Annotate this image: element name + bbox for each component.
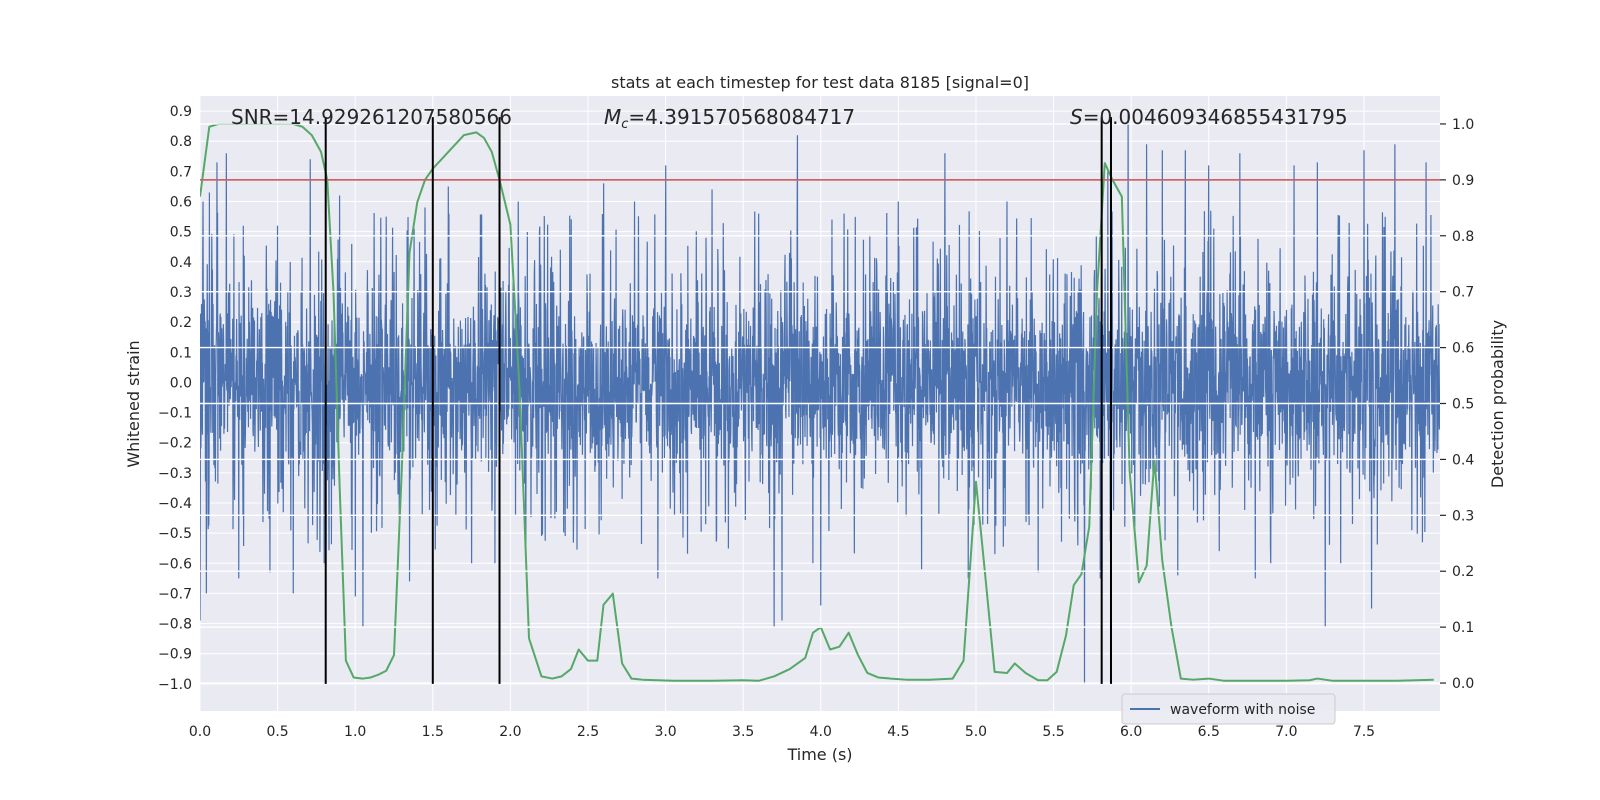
x-tick-label: 7.5 [1353, 724, 1375, 740]
x-axis-label: Time (s) [786, 745, 852, 764]
mc-annotation: Mc=4.391570568084717 [604, 105, 855, 132]
y-left-tick-label: 0.1 [170, 345, 192, 361]
s-value: =0.004609346855431795 [1083, 105, 1348, 129]
x-tick-label: 0.5 [266, 724, 288, 740]
y-right-tick-label: 0.2 [1452, 564, 1474, 580]
x-tick-label: 6.5 [1198, 724, 1220, 740]
waveform-line [200, 111, 1440, 684]
y-left-tick-label: 0.7 [170, 164, 192, 180]
x-tick-label: 1.0 [344, 724, 366, 740]
legend-box [1121, 693, 1336, 725]
y-right-tick-label: 0.1 [1452, 620, 1474, 636]
s-annotation: S=0.004609346855431795 [1070, 105, 1348, 129]
threshold-line-group [200, 123, 1440, 684]
y-right-tick-label: 0.8 [1452, 229, 1474, 245]
y-left-tick-label: 0.2 [170, 315, 192, 331]
chart-title: stats at each timestep for test data 818… [611, 73, 1029, 92]
waveform-series [200, 111, 1440, 684]
y-left-tick-label: −0.6 [158, 556, 192, 572]
probability-line [200, 122, 1434, 682]
x-tick-label: 5.5 [1042, 724, 1064, 740]
y-left-tick-label: −0.1 [158, 406, 192, 422]
y-left-tick-label: −0.3 [158, 466, 192, 482]
y-right-tick-label: 0.6 [1452, 341, 1474, 357]
vertical-lines [324, 117, 1112, 684]
mc-value: =4.391570568084717 [628, 105, 855, 129]
x-tick-label: 6.0 [1120, 724, 1142, 740]
x-tick-label: 0.0 [189, 724, 211, 740]
x-tick-label: 4.5 [887, 724, 909, 740]
x-tick-label: 3.0 [654, 724, 676, 740]
y-left-tick-label: −0.5 [158, 526, 192, 542]
y-right-tick-label: 0.0 [1452, 676, 1474, 692]
y-left-tick-label: 0.8 [170, 134, 192, 150]
y-left-tick-label: −0.9 [158, 647, 192, 663]
y-axis-label-left: Whitened strain [124, 340, 143, 467]
y-right-tick-label: 0.5 [1452, 397, 1474, 413]
y-right-tick-label: 0.3 [1452, 508, 1474, 524]
legend-label-waveform: waveform with noise [1170, 702, 1315, 718]
y-right-tick-label: 0.9 [1452, 173, 1474, 189]
y-right-tick-label: 0.7 [1452, 285, 1474, 301]
x-tick-label: 5.0 [965, 724, 987, 740]
mc-symbol: M [604, 105, 621, 129]
s-symbol: S [1070, 105, 1083, 129]
x-tick-label: 2.5 [577, 724, 599, 740]
y-right-tick-label: 1.0 [1452, 117, 1474, 133]
mc-subscript: c [621, 117, 628, 132]
snr-annotation: SNR=14.929261207580566 [231, 105, 512, 129]
y-left-tick-label: 0.9 [170, 104, 192, 120]
y-right-tick-label: 0.4 [1452, 452, 1474, 468]
y-left-tick-label: −0.7 [158, 586, 192, 602]
ticks: 0.0 0.5 1.0 1.5 2.0 2.5 3.0 3.5 4.0 4.5 5.0 5.5 6.0 6… [158, 104, 1474, 740]
x-tick-label: 7.0 [1275, 724, 1297, 740]
x-tick-label: 1.5 [422, 724, 444, 740]
y-left-tick-label: 0.3 [170, 285, 192, 301]
x-tick-label: 4.0 [810, 724, 832, 740]
y-left-tick-label: −0.2 [158, 436, 192, 452]
y-left-tick-label: −0.8 [158, 617, 192, 633]
y-left-tick-label: 0.5 [170, 225, 192, 241]
legend: waveform with noise [1121, 693, 1336, 725]
y-axis-label-right: Detection probability [1488, 320, 1507, 488]
y-left-tick-label: 0.0 [170, 375, 192, 391]
probability-series [200, 122, 1434, 682]
y-left-tick-label: 0.4 [170, 255, 192, 271]
y-left-tick-label: 0.6 [170, 195, 192, 211]
x-tick-label: 2.0 [499, 724, 521, 740]
y-left-tick-label: −1.0 [158, 677, 192, 693]
y-left-tick-label: −0.4 [158, 496, 192, 512]
x-tick-label: 3.5 [732, 724, 754, 740]
